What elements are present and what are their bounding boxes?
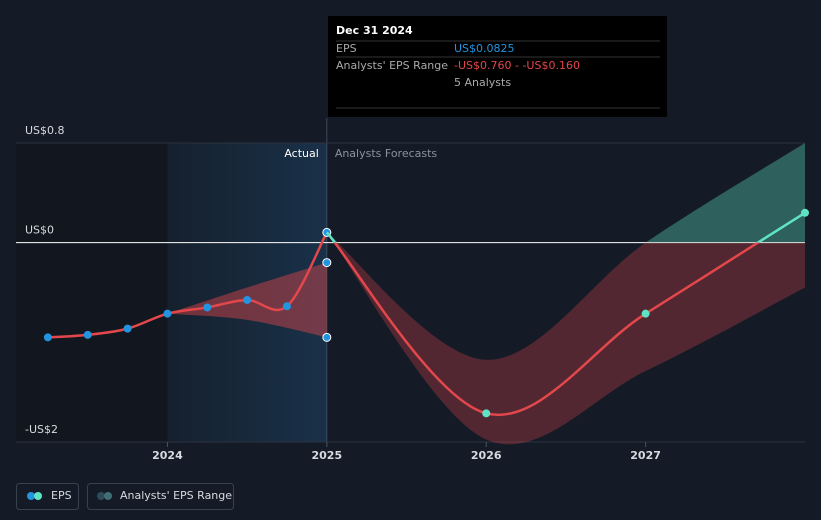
tooltip-label: EPS	[336, 42, 357, 55]
eps-line	[333, 242, 761, 417]
region-label: Analysts Forecasts	[335, 147, 438, 160]
eps-point	[43, 333, 52, 342]
range-marker	[322, 332, 332, 342]
legend-swatch	[104, 492, 112, 500]
legend-item[interactable]	[87, 483, 234, 510]
y-tick-label: -US$2	[25, 423, 58, 436]
tooltip-value: US$0.0825	[454, 42, 515, 55]
x-tick-label: 2026	[471, 449, 502, 462]
region-label: Actual	[284, 147, 318, 160]
legend-label: EPS	[51, 489, 72, 502]
tooltip-value: -US$0.760 - -US$0.160	[454, 59, 580, 72]
tooltip-analysts: 5 Analysts	[454, 76, 511, 89]
legend-swatch	[27, 492, 35, 500]
tooltip: Dec 31 2024 EPS US$0.0825 Analysts' EPS …	[328, 16, 667, 117]
x-tick-label: 2024	[152, 449, 183, 462]
eps-point	[641, 309, 650, 318]
x-tick-label: 2027	[630, 449, 661, 462]
actual-region	[167, 143, 327, 442]
legend: EPS Analysts' EPS Range	[16, 483, 234, 510]
range-band	[334, 242, 805, 445]
legend-swatch	[97, 492, 105, 500]
x-tick-label: 2025	[312, 449, 343, 462]
tooltip-date: Dec 31 2024	[336, 24, 413, 37]
tooltip-box	[328, 16, 667, 117]
y-tick-label: US$0.8	[25, 124, 65, 137]
eps-point	[163, 309, 172, 318]
legend-swatch	[34, 492, 42, 500]
range-marker	[322, 258, 332, 268]
eps-point	[203, 303, 212, 312]
eps-point	[801, 208, 809, 217]
eps-point	[123, 324, 132, 333]
eps-point	[282, 302, 291, 311]
y-tick-label: US$0	[25, 224, 54, 237]
eps-point	[243, 295, 252, 304]
legend-label: Analysts' EPS Range	[120, 489, 232, 502]
history-region	[16, 143, 168, 442]
eps-point	[83, 330, 92, 339]
tooltip-label: Analysts' EPS Range	[336, 59, 448, 72]
eps-point	[482, 409, 491, 418]
legend-item[interactable]	[16, 483, 79, 510]
range-band	[326, 143, 805, 243]
